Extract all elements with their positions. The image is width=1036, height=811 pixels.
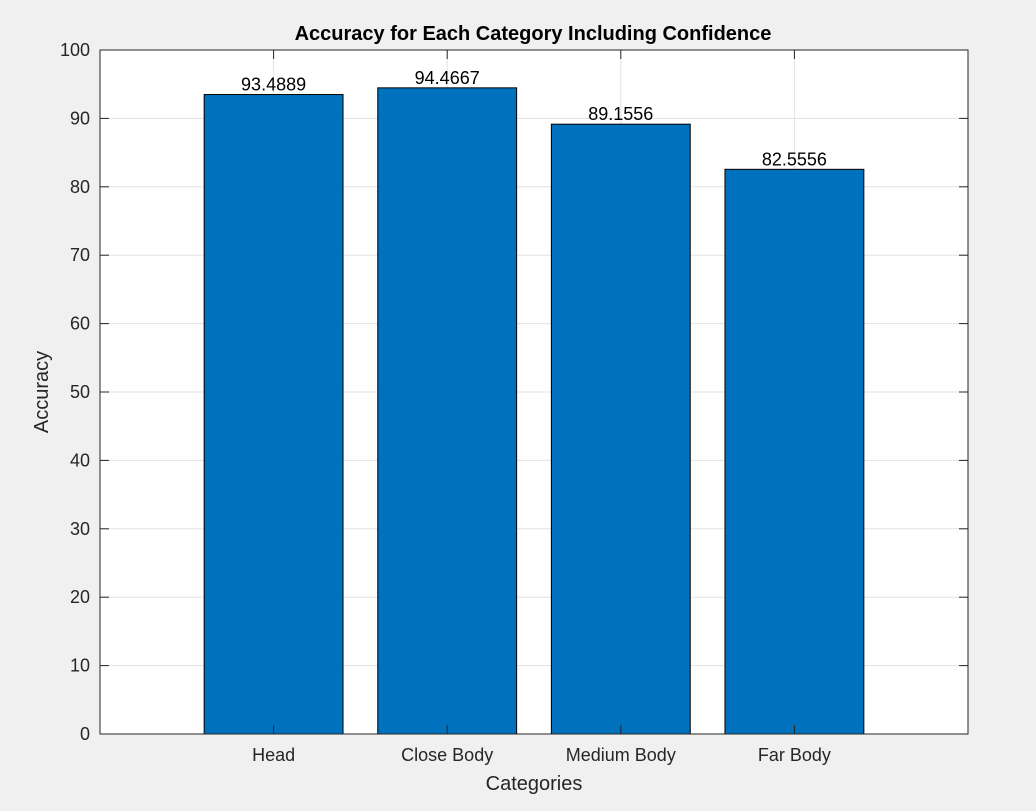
y-tick-label: 60 xyxy=(70,314,90,334)
y-tick-label: 0 xyxy=(80,724,90,744)
y-tick-label: 30 xyxy=(70,519,90,539)
data-label: 89.1556 xyxy=(588,104,653,124)
x-tick-label: Far Body xyxy=(758,745,831,765)
y-tick-label: 100 xyxy=(60,40,90,60)
bar-medium-body xyxy=(550,123,691,735)
x-tick-label: Close Body xyxy=(401,745,493,765)
bar-head xyxy=(203,94,344,735)
bars xyxy=(203,87,865,735)
x-axis-label: Categories xyxy=(486,773,583,795)
y-tick-label: 80 xyxy=(70,177,90,197)
axis-ticks: 0 10 20 30 40 50 60 70 80 90 100 Head Close Body Medi… xyxy=(60,40,968,765)
y-tick-label: 50 xyxy=(70,382,90,402)
data-labels: 93.4889 94.4667 89.1556 82.5556 xyxy=(241,68,827,169)
y-tick-label: 20 xyxy=(70,587,90,607)
data-label: 82.5556 xyxy=(762,149,827,169)
data-label: 93.4889 xyxy=(241,75,306,95)
x-tick-label: Head xyxy=(252,745,295,765)
y-tick-label: 90 xyxy=(70,108,90,128)
data-label: 94.4667 xyxy=(415,68,480,88)
bar-far-body xyxy=(724,168,865,735)
bar-close-body xyxy=(377,87,518,735)
y-tick-label: 10 xyxy=(70,656,90,676)
chart-title: Accuracy for Each Category Including Con… xyxy=(295,23,772,45)
y-tick-label: 40 xyxy=(70,450,90,470)
y-tick-label: 70 xyxy=(70,245,90,265)
y-axis-label: Accuracy xyxy=(31,351,53,433)
x-tick-label: Medium Body xyxy=(566,745,676,765)
